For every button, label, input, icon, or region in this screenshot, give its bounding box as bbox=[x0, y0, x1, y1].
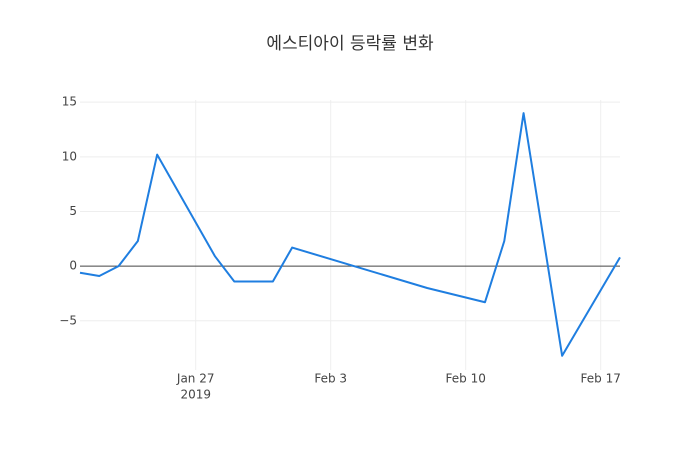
x-year-label: 2019 bbox=[180, 388, 211, 402]
x-tick-label: Feb 10 bbox=[446, 372, 486, 386]
chart-title: 에스티아이 등락률 변화 bbox=[266, 34, 434, 54]
y-tick-label: 10 bbox=[62, 149, 77, 163]
y-tick-label: 15 bbox=[62, 95, 77, 109]
x-tick-label: Feb 3 bbox=[314, 372, 347, 386]
y-tick-label: 0 bbox=[69, 259, 77, 273]
x-tick-label: Feb 17 bbox=[581, 372, 621, 386]
y-tick-label: −5 bbox=[59, 313, 77, 327]
line-series bbox=[79, 112, 621, 357]
y-tick-label: 5 bbox=[69, 204, 77, 218]
x-tick-label: Jan 27 bbox=[176, 372, 215, 386]
